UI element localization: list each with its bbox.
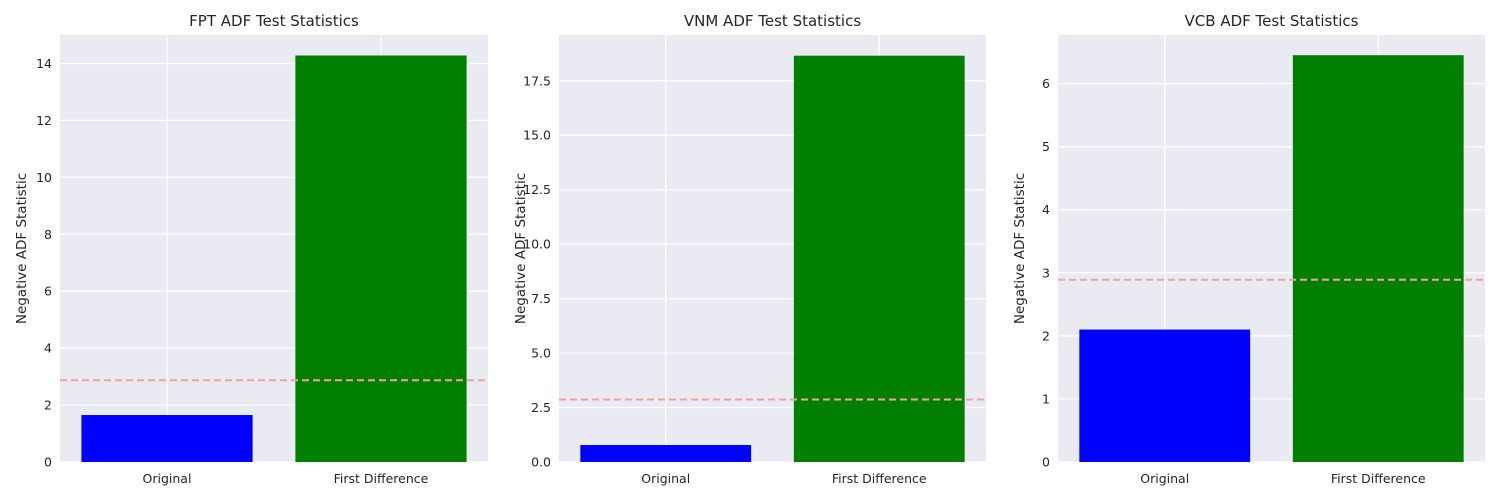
y-tick-label: 0 <box>44 455 52 470</box>
x-tick-label: First Difference <box>832 471 927 486</box>
y-tick-label: 12 <box>36 113 52 128</box>
bar-first-difference <box>295 55 467 462</box>
y-tick-label: 3 <box>1042 265 1050 280</box>
bar-original <box>1079 329 1251 462</box>
y-tick-label: 5 <box>1042 139 1050 154</box>
y-tick-label: 2 <box>44 398 52 413</box>
x-tick-label: Original <box>641 471 690 486</box>
x-tick-label: First Difference <box>334 471 429 486</box>
bar-first-difference <box>1292 55 1464 462</box>
chart-panel-1: 0.0 2.5 5.0 7.5 10.0 12.5 15.0 17.5 Original Firs… <box>513 12 986 486</box>
y-axis-label: Negative ADF Statistic <box>14 173 30 324</box>
x-tick-label: First Difference <box>1331 471 1426 486</box>
y-axis-label: Negative ADF Statistic <box>513 173 529 324</box>
y-tick-label: 2 <box>1042 328 1050 343</box>
bar-original <box>81 415 253 462</box>
chart-title: VCB ADF Test Statistics <box>1185 12 1359 30</box>
chart-title: FPT ADF Test Statistics <box>189 12 359 30</box>
bar-first-difference <box>793 55 965 462</box>
y-tick-label: 0.0 <box>531 455 551 470</box>
y-tick-label: 8 <box>44 227 52 242</box>
bar-original <box>580 445 752 462</box>
chart-panel-2: 0 1 2 3 4 5 6 Original First Difference VCB ADF T… <box>1012 12 1485 486</box>
y-tick-label: 14 <box>36 56 52 71</box>
y-tick-label: 0 <box>1042 455 1050 470</box>
y-tick-label: 10.0 <box>523 237 551 252</box>
y-tick-label: 10 <box>36 170 52 185</box>
chart-panel-0: 0 2 4 6 8 10 12 14 Original First Difference FPT A… <box>14 12 488 486</box>
y-tick-label: 1 <box>1042 391 1050 406</box>
y-tick-label: 17.5 <box>523 73 551 88</box>
y-tick-label: 15.0 <box>523 128 551 143</box>
x-tick-label: Original <box>143 471 192 486</box>
y-axis-label: Negative ADF Statistic <box>1012 173 1028 324</box>
y-tick-label: 5.0 <box>531 346 551 361</box>
y-tick-label: 6 <box>1042 76 1050 91</box>
y-tick-label: 6 <box>44 284 52 299</box>
y-tick-label: 7.5 <box>531 291 551 306</box>
chart-title: VNM ADF Test Statistics <box>684 12 861 30</box>
y-tick-label: 4 <box>1042 202 1050 217</box>
y-tick-label: 2.5 <box>531 400 551 415</box>
x-tick-label: Original <box>1140 471 1189 486</box>
y-tick-label: 4 <box>44 341 52 356</box>
y-tick-label: 12.5 <box>523 182 551 197</box>
